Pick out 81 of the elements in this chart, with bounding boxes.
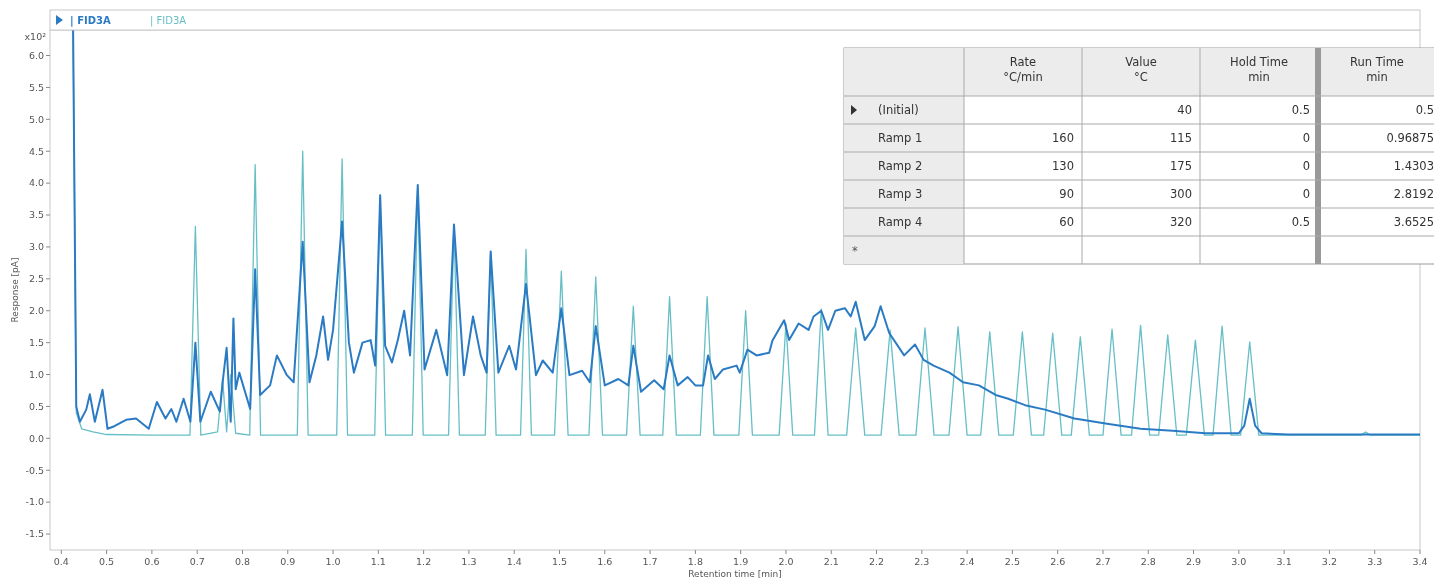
y-tick-label: 0.5	[28, 400, 44, 412]
text: 0	[1302, 159, 1310, 174]
text: 0.5	[1415, 103, 1434, 118]
text: 0.96875	[1386, 131, 1434, 146]
x-tick-label: 1.9	[733, 556, 749, 567]
x-tick-label: 2.7	[1095, 556, 1111, 567]
x-tick-label: 0.4	[53, 556, 69, 567]
y-tick-label: 3.5	[28, 209, 44, 221]
x-tick-label: 2.5	[1004, 556, 1020, 567]
text: 160	[1052, 131, 1074, 146]
category-label: Hold Time min	[1230, 55, 1288, 84]
y-tick-label: 5.0	[28, 113, 44, 125]
text: 2.8192	[1393, 187, 1434, 202]
x-tick-label: 0.8	[234, 556, 251, 567]
y-tick-label: -0.5	[25, 464, 44, 476]
text: | FID3A	[150, 15, 187, 27]
text: 1.4303	[1393, 159, 1434, 174]
text: 0.5	[1291, 215, 1310, 230]
y-tick-label: 5.5	[28, 81, 44, 93]
x-tick-label: 3.3	[1367, 556, 1383, 567]
annotation: *	[852, 244, 858, 259]
x-tick-label: 1.0	[325, 556, 341, 567]
y-tick-label: 4.0	[28, 177, 44, 189]
text: 320	[1170, 215, 1192, 230]
x-tick-label: 3.0	[1231, 556, 1247, 567]
x-tick-label: 0.6	[144, 556, 160, 567]
text: 175	[1170, 159, 1192, 174]
x-tick-label: 2.0	[778, 556, 794, 567]
text: 40	[1177, 103, 1192, 118]
text: 0.5	[1291, 103, 1310, 118]
y-tick-label: 2.0	[28, 305, 44, 317]
y-tick-label: 6.0	[28, 49, 44, 61]
x-tick-label: 0.9	[280, 556, 296, 567]
x-tick-label: 2.2	[868, 556, 885, 567]
category-label: Run Time min	[1350, 55, 1404, 84]
y-tick-label: 1.0	[28, 368, 44, 380]
y-tick-label: 0.0	[28, 432, 44, 444]
y-axis-title: Response [pA]	[10, 257, 20, 323]
x-tick-label: 2.3	[914, 556, 930, 567]
category-label: Ramp 1	[878, 131, 923, 146]
x-tick-label: 0.7	[189, 556, 205, 567]
x-tick-label: 2.9	[1186, 556, 1202, 567]
x-tick-label: 1.4	[506, 556, 522, 567]
y-tick-label: 4.5	[28, 145, 44, 157]
y-tick-label: 2.5	[28, 273, 44, 285]
text: 130	[1052, 159, 1074, 174]
x-tick-label: 3.2	[1321, 556, 1337, 567]
y-tick-label: 3.0	[28, 241, 44, 253]
text: 60	[1059, 215, 1074, 230]
y-tick-label: 1.5	[28, 336, 44, 348]
x-tick-label: 1.7	[642, 556, 658, 567]
legend-label: | FID3A	[70, 15, 111, 27]
text: x10²	[24, 31, 47, 42]
category-label: Value °C	[1125, 55, 1157, 84]
category-label: Ramp 4	[878, 215, 923, 230]
text: 300	[1170, 187, 1192, 202]
x-tick-label: 1.3	[461, 556, 477, 567]
text: 0	[1302, 187, 1310, 202]
x-tick-label: 1.8	[687, 556, 703, 567]
text: 90	[1059, 187, 1074, 202]
category-label: (Initial)	[878, 103, 919, 118]
x-tick-label: 2.6	[1050, 556, 1066, 567]
x-tick-label: 1.2	[416, 556, 432, 567]
y-tick-label: -1.5	[25, 528, 44, 540]
category-label: Rate °C/min	[1003, 55, 1043, 84]
x-tick-label: 3.1	[1276, 556, 1292, 567]
x-tick-label: 1.5	[551, 556, 568, 567]
text: 115	[1170, 131, 1192, 146]
x-tick-label: 2.4	[959, 556, 975, 567]
y-tick-label: -1.0	[25, 496, 44, 508]
x-tick-label: 2.8	[1140, 556, 1156, 567]
category-label: Ramp 2	[878, 159, 923, 174]
x-tick-label: 0.5	[99, 556, 115, 567]
x-tick-label: 1.1	[370, 556, 386, 567]
x-tick-label: 3.4	[1412, 556, 1428, 567]
x-tick-label: 2.1	[823, 556, 839, 567]
x-axis-title: Retention time [min]	[688, 569, 782, 579]
category-label: Ramp 3	[878, 187, 923, 202]
text: 0	[1302, 131, 1310, 146]
text: 3.6525	[1393, 215, 1434, 230]
x-tick-label: 1.6	[597, 556, 613, 567]
